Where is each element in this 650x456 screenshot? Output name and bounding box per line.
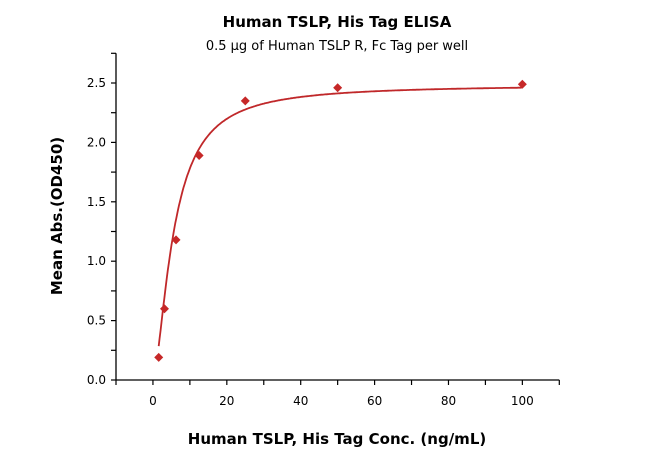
data-point: [159, 304, 169, 314]
x-tick-label: 60: [367, 394, 382, 408]
y-tick-label: 2.0: [87, 135, 106, 149]
data-point: [194, 150, 204, 160]
y-tick-label: 1.5: [87, 195, 106, 209]
data-point: [154, 352, 164, 362]
y-tick-label: 0.5: [87, 314, 106, 328]
x-tick-label: 40: [293, 394, 308, 408]
y-tick-label: 1.0: [87, 254, 106, 268]
y-axis-label: Mean Abs.(OD450): [48, 137, 66, 295]
x-tick-label: 0: [149, 394, 157, 408]
data-point: [240, 96, 250, 106]
axes: 0 20 40 60 80 100 0.0 0.5 1.0 1.5 2.0 2.5: [87, 52, 560, 408]
x-axis-label: Human TSLP, His Tag Conc. (ng/mL): [188, 430, 486, 448]
y-tick-label: 0.0: [87, 373, 106, 387]
x-tick-label: 100: [511, 394, 534, 408]
data-point: [333, 83, 343, 93]
fit-curve: [157, 86, 522, 347]
chart-subtitle: 0.5 µg of Human TSLP R, Fc Tag per well: [206, 39, 468, 54]
y-tick-label: 2.5: [87, 76, 106, 90]
x-tick-label: 20: [219, 394, 234, 408]
data-point: [517, 79, 527, 89]
data-point: [171, 235, 181, 245]
plot-area: [154, 79, 527, 362]
x-tick-label: 80: [441, 394, 456, 408]
chart-title: Human TSLP, His Tag ELISA: [223, 13, 452, 31]
